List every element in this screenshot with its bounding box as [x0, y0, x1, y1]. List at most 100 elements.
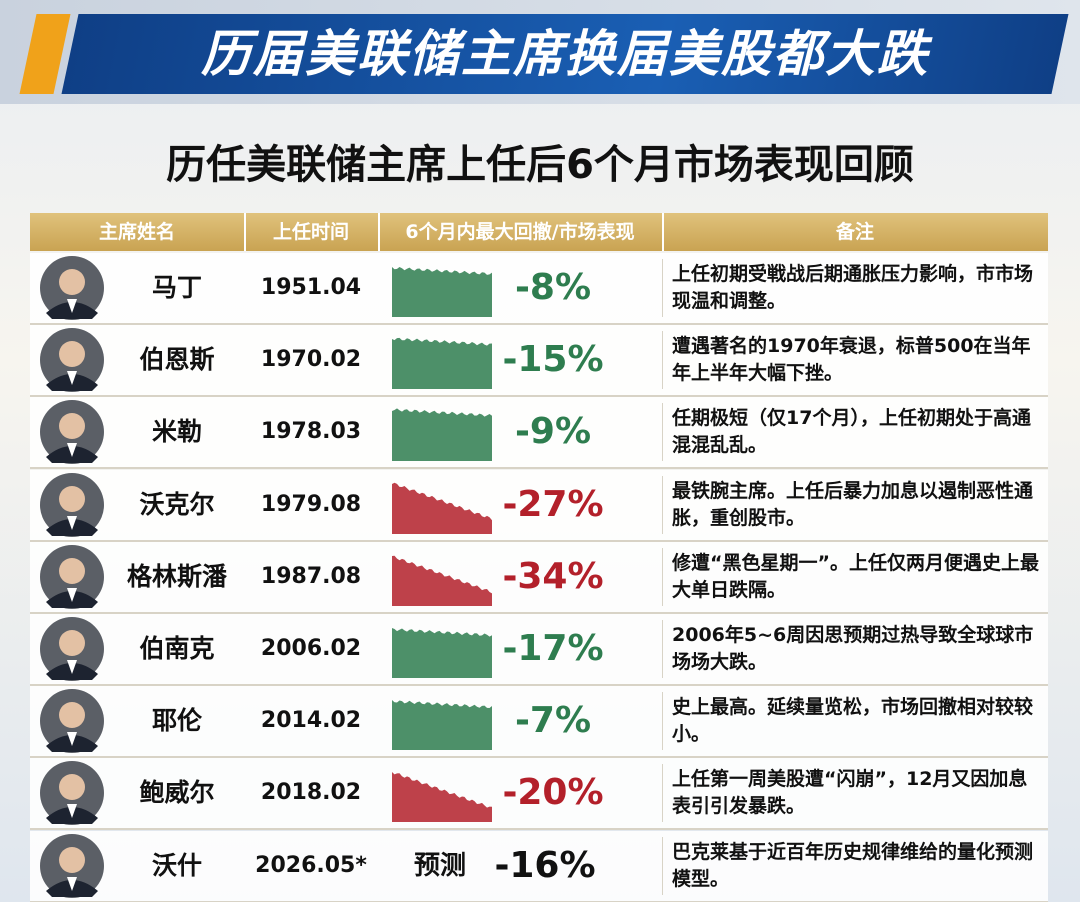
note: 上任第一周美股遭“闪崩”，12月又因加息表引引发暴跌。 [672, 768, 1028, 818]
portrait [40, 328, 104, 393]
sparkline-area [392, 482, 492, 534]
chair-name: 伯恩斯 [139, 345, 215, 375]
portrait-shirt [67, 804, 77, 819]
change-value: -7% [514, 700, 592, 742]
note: 修遭“黑色星期一”。上任仅两月便遇史上最大单日跌隔。 [672, 551, 1039, 601]
sparkline [392, 628, 492, 678]
table-row: 马丁 1951.04 -8% 上任初期受戦战后期通胀压力影响，市市场现温和调整。 [30, 253, 1048, 325]
portrait-face [59, 341, 85, 368]
change-value: -9% [514, 411, 592, 453]
chair-name: 耶伦 [151, 706, 202, 736]
start-date: 2026.05* [255, 852, 367, 878]
sparkline-area [392, 408, 492, 462]
portrait-face [59, 702, 85, 729]
portrait-face [59, 485, 85, 512]
note: 任期极短（仅17个月），上任初期处于高通混混乱乱。 [672, 407, 1031, 457]
portrait-face [59, 774, 85, 801]
sparkline [392, 267, 492, 317]
portrait [40, 617, 104, 681]
table-row: 沃什 2026.05* 预测 -16% 巴克莱基于近百年历史规律维给的量化预测模型。 [30, 830, 1048, 902]
portrait-shirt [67, 443, 77, 458]
table-row: 鲍威尔 2018.02 -20% 上任第一周美股遭“闪崩”，12月又因加息表引引发暴跌… [30, 758, 1048, 831]
chair-name: 沃什 [151, 850, 202, 880]
subtitle: 历任美联储主席上任后6个月市场表现回顾 [166, 142, 914, 188]
change-value: -27% [502, 483, 604, 525]
table-row: 伯南克 2006.02 -17% 2006年5~6周因思预期过热导致全球球市场场大跌。 [30, 614, 1048, 686]
note: 2006年5~6周因思预期过热导致全球球市场场大跌。 [672, 624, 1034, 673]
portrait-face [59, 846, 85, 873]
note: 最铁腕主席。上任后暴力加息以遏制恶性通胀，重创股市。 [672, 479, 1034, 529]
cell-divider [662, 547, 663, 606]
chair-name: 米勒 [151, 417, 202, 447]
cell-divider [662, 836, 663, 895]
start-date: 2018.02 [260, 780, 362, 806]
column-header: 主席姓名 [98, 221, 175, 243]
change-value: -15% [502, 339, 604, 381]
sparkline-area [392, 700, 492, 751]
title: 历届美联储主席换届美股都大跌 [201, 25, 929, 83]
column-divider [244, 213, 246, 251]
start-date: 1978.03 [260, 419, 362, 445]
portrait [40, 689, 104, 754]
cell-divider [662, 331, 663, 390]
portrait-face [59, 630, 85, 656]
start-date: 1979.08 [260, 491, 362, 517]
table-row: 沃克尔 1979.08 -27% 最铁腕主席。上任后暴力加息以遏制恶性通胀，重创股市。 [30, 469, 1048, 542]
portrait-face [59, 557, 85, 584]
note: 上任初期受戦战后期通胀压力影响，市市场现温和调整。 [672, 263, 1034, 312]
change-value: -20% [502, 772, 604, 814]
sparkline-area [392, 555, 492, 606]
column-divider [378, 213, 380, 251]
start-date: 1970.02 [260, 347, 362, 373]
change-value: -16% [494, 844, 596, 886]
portrait-face [59, 413, 85, 440]
table-row: 格林斯潘 1987.08 -34% 修遭“黑色星期一”。上任仅两月便遇史上最大单日跌隔… [30, 541, 1048, 614]
sparkline-area [392, 772, 492, 823]
note: 遭遇著名的1970年衰退，标普500在当年年上半年大幅下挫。 [672, 335, 1031, 385]
column-header: 上任时间 [272, 221, 349, 243]
cell-divider [662, 692, 663, 751]
table-header: 主席姓名 上任时间 6个月内最大回撤/市场表现 备注 [30, 213, 1048, 251]
cell-divider [662, 475, 663, 534]
portrait [40, 833, 104, 898]
chair-name: 伯南克 [139, 634, 215, 663]
portrait [40, 761, 104, 826]
column-divider [662, 213, 664, 251]
start-date: 1951.04 [260, 275, 362, 300]
sparkline [392, 700, 492, 751]
forecast-label: 预测 [413, 850, 466, 881]
cell-divider [662, 620, 663, 678]
start-date: 2014.02 [260, 708, 362, 734]
portrait-shirt [67, 515, 77, 530]
sparkline-area [392, 338, 492, 390]
portrait-shirt [67, 876, 77, 891]
banner: 历届美联储主席换届美股都大跌 [0, 0, 1080, 104]
change-value: -8% [514, 267, 592, 308]
portrait-shirt [67, 371, 77, 386]
sparkline [392, 408, 492, 462]
sparkline [392, 482, 492, 534]
note: 史上最高。延续量览松，市场回撤相对较较小。 [672, 696, 1034, 746]
change-value: -17% [502, 628, 604, 669]
portrait-shirt [67, 587, 77, 602]
portrait [40, 256, 104, 320]
chair-name: 沃克尔 [139, 489, 215, 519]
table-row: 耶伦 2014.02 -7% 史上最高。延续量览松，市场回撤相对较较小。 [30, 686, 1048, 759]
portrait-shirt [67, 299, 77, 313]
chair-name: 格林斯潘 [126, 561, 227, 591]
chair-name: 鲍威尔 [139, 778, 215, 808]
portrait [40, 544, 104, 609]
portrait-shirt [67, 660, 77, 674]
change-value: -34% [502, 555, 604, 597]
start-date: 1987.08 [260, 563, 362, 589]
sparkline [392, 555, 492, 606]
column-header: 6个月内最大回撤/市场表现 [405, 221, 635, 243]
column-header: 备注 [835, 221, 874, 243]
chair-name: 马丁 [151, 273, 202, 302]
start-date: 2006.02 [260, 636, 362, 661]
portrait [40, 472, 104, 537]
cell-divider [662, 403, 663, 462]
sparkline-area [392, 267, 492, 317]
note: 巴克莱基于近百年历史规律维给的量化预测模型。 [672, 840, 1034, 890]
